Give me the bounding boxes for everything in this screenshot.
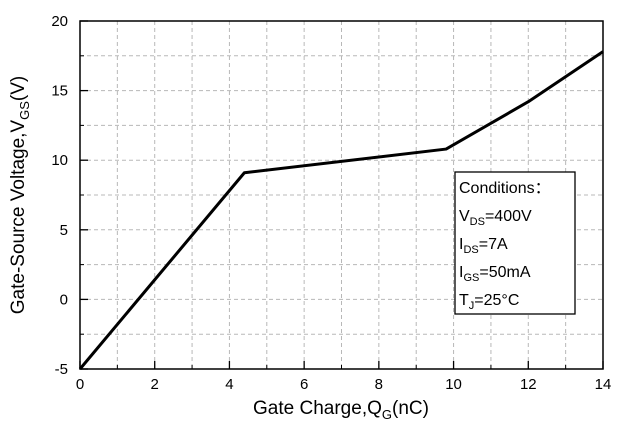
condition-tj: TJ=25°C xyxy=(459,292,519,312)
y-tick-label: 20 xyxy=(51,13,68,30)
x-tick-label: 12 xyxy=(520,376,537,393)
y-tick-label: 10 xyxy=(51,152,68,169)
x-tick-label: 14 xyxy=(595,376,612,393)
gate-charge-curve xyxy=(78,50,604,370)
x-tick-label: 10 xyxy=(445,376,462,393)
x-axis-label: Gate Charge,QG(nC) xyxy=(253,398,429,421)
condition-ids: IDS=7A xyxy=(459,236,508,256)
y-tick-label: 5 xyxy=(60,222,68,239)
x-tick-label: 4 xyxy=(225,376,233,393)
conditions-box: Conditions： VDS=400V IDS=7A IGS=50mA TJ=… xyxy=(454,171,576,315)
y-tick-label: 15 xyxy=(51,83,68,100)
condition-igs: IGS=50mA xyxy=(459,264,531,284)
tick-labels: 0 2 4 6 8 10 12 14 -5 0 5 10 15 20 xyxy=(51,13,611,393)
ticks xyxy=(79,20,604,370)
y-tick-label: -5 xyxy=(55,361,68,378)
conditions-frame xyxy=(454,171,576,315)
conditions-title: Conditions： xyxy=(459,180,551,197)
y-axis-label: Gate-Source Voltage,VGS(V) xyxy=(8,76,32,314)
condition-vds: VDS=400V xyxy=(459,208,532,228)
x-tick-label: 0 xyxy=(76,376,84,393)
y-tick-label: 0 xyxy=(60,291,68,308)
x-tick-label: 2 xyxy=(151,376,159,393)
series-group xyxy=(78,50,604,370)
x-tick-label: 8 xyxy=(375,376,383,393)
x-tick-label: 6 xyxy=(300,376,308,393)
